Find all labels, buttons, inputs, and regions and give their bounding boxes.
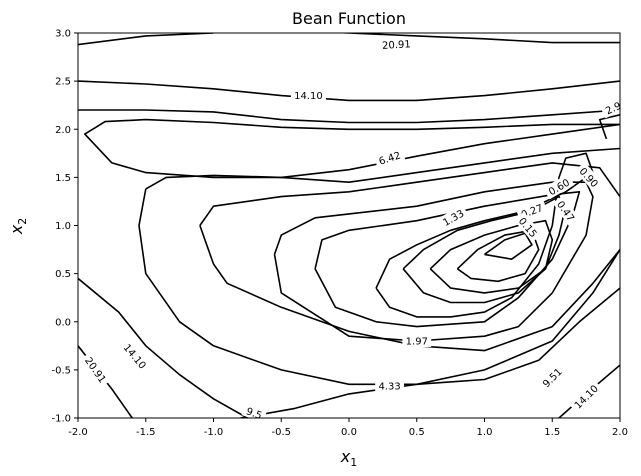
contour-label-bg: [375, 379, 404, 393]
x-axis-ticks: -2.0 -1.5 -1.0 -0.5 0.0 0.5 1.0 1.5 2.0: [68, 418, 628, 438]
y-axis-label-sub: 2: [16, 218, 29, 225]
contour-label-bg: [574, 162, 604, 193]
x-tick-label: 0.0: [341, 427, 357, 438]
contour-label-bg: [373, 146, 406, 169]
y-tick-label: 1.0: [55, 221, 71, 232]
contour-label: 4.33: [375, 379, 404, 393]
y-tick-label: 2.5: [55, 77, 71, 88]
contour-label-text: 20.91: [382, 39, 411, 51]
x-tick-label: 0.5: [409, 427, 425, 438]
contour-label-text: 2.9: [604, 101, 623, 118]
x-tick-label: 1.5: [544, 427, 560, 438]
contour-label: 9.51: [537, 362, 567, 393]
contour-line-9.51: [240, 287, 620, 418]
contour-line-1.97: [273, 181, 594, 342]
contour-label-text: 1.97: [406, 337, 428, 348]
contour-line-4.33: [138, 188, 620, 386]
contour-label-text: 6.42: [378, 150, 403, 167]
contour-line-20.91: [78, 33, 214, 46]
x-tick-label: -1.0: [204, 427, 224, 438]
contour-label-bg: [378, 36, 415, 52]
contour-line-20.91: [330, 33, 620, 44]
contour-label-bg: [543, 173, 575, 200]
y-axis-label: x2: [7, 218, 29, 235]
y-tick-label: -1.0: [51, 414, 71, 425]
contour-label-text: 1.33: [441, 208, 466, 229]
contour-label-bg: [290, 88, 326, 102]
contour-label: 14.10: [119, 338, 152, 374]
x-axis-label: x1: [340, 447, 357, 469]
chart-title: Bean Function: [292, 9, 406, 28]
contour-line-2.91: [199, 225, 215, 265]
contour-label-text: 14.10: [294, 91, 323, 102]
x-tick-label: -1.5: [136, 427, 156, 438]
contour-line-6.42: [84, 118, 620, 179]
contour-line-0.47: [429, 219, 554, 294]
contour-label-bg: [437, 204, 469, 231]
contour-label-bg: [80, 351, 112, 388]
x-axis-label-sub: 1: [350, 456, 357, 469]
contour-label: 14.10: [290, 88, 326, 102]
contour-label: 20.91: [80, 351, 112, 388]
y-tick-label: -0.5: [51, 365, 71, 376]
contour-line-0.15: [484, 232, 533, 260]
x-tick-label: 2.0: [612, 427, 628, 438]
y-tick-label: 2.0: [55, 125, 71, 136]
contour-label-bg: [552, 195, 580, 227]
y-axis-label-main: x: [7, 224, 26, 235]
contour-label-text: 9.5: [245, 406, 264, 422]
y-tick-label: 3.0: [55, 29, 71, 40]
contour-line-0.27: [456, 229, 540, 283]
contour-label-bg: [537, 362, 567, 393]
x-tick-label: -2.0: [68, 427, 88, 438]
contour-label: 14.10: [568, 379, 603, 414]
contour-label-bg: [568, 379, 603, 414]
contour-label-text: 4.33: [378, 382, 400, 393]
contour-label: 9.5: [241, 402, 268, 422]
contour-line-4.33: [145, 147, 620, 190]
y-tick-label: 1.5: [55, 173, 71, 184]
contour-line-0.90: [375, 152, 594, 318]
contour-label-bg: [514, 211, 543, 243]
contour-label: 6.42: [373, 146, 406, 169]
contour-line-14.10: [78, 80, 620, 102]
x-axis-label-main: x: [340, 447, 351, 466]
contour-label: 20.91: [378, 36, 415, 52]
contour-lines: [78, 33, 620, 418]
contour-line-0.60: [402, 195, 567, 304]
contour-label-bg: [600, 96, 620, 119]
contour-line-14.10: [78, 277, 248, 418]
contour-label: 1.97: [402, 334, 432, 348]
contour-label-bg: [402, 334, 432, 347]
contour-line-9.51: [78, 109, 620, 124]
contour-label: 2.9: [600, 96, 623, 119]
y-tick-label: 0.5: [55, 269, 71, 280]
y-axis-ticks: -1.0 -0.5 0.0 0.5 1.0 1.5 2.0 2.5 3.0: [51, 29, 78, 425]
x-tick-label: 1.0: [477, 427, 493, 438]
x-tick-label: -0.5: [271, 427, 291, 438]
contour-label-bg: [119, 338, 152, 374]
contour-line-2.91: [598, 114, 620, 140]
y-tick-label: 0.0: [55, 317, 71, 328]
